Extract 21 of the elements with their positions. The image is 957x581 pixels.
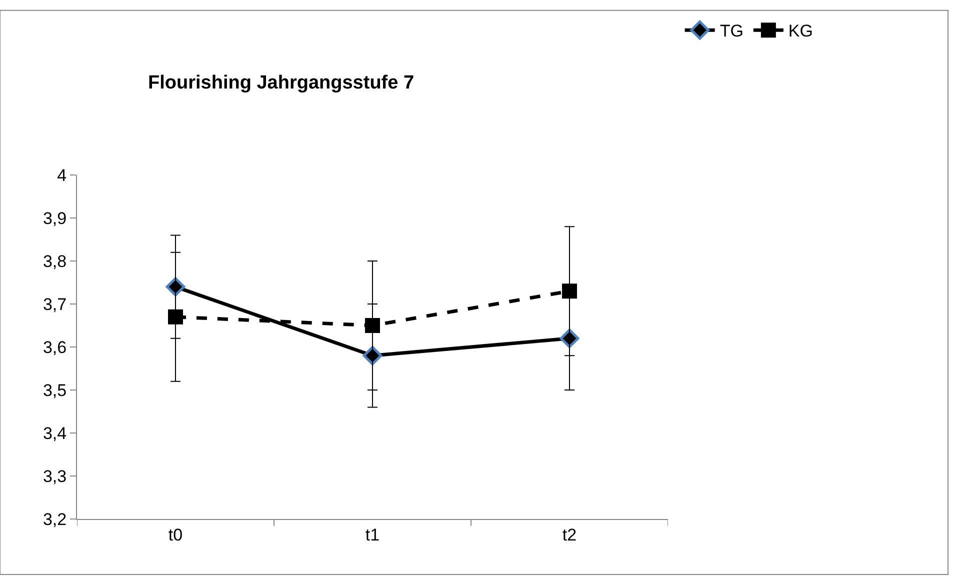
point [562,284,577,299]
y-tick-label: 3,3 [42,466,67,486]
y-tick-label: 3,6 [42,338,67,357]
legend-label: TG [720,22,744,41]
y-tick-label: 3,9 [42,208,67,228]
y-tick-label: 3,2 [42,510,67,529]
x-tick-label: t1 [365,525,380,544]
x-tick-label: t2 [562,525,577,544]
point [560,328,580,348]
point [166,277,186,296]
y-tick-label: 3,5 [42,380,67,400]
x-tick-label: t0 [168,525,183,544]
point [168,309,183,324]
y-tick-label: 3,8 [42,252,67,271]
point [365,318,380,333]
y-tick-label: 4 [57,166,67,185]
point [362,346,382,366]
chart-title: Flourishing Jahrgangsstufe 7 [148,72,414,94]
y-tick-label: 3,4 [42,424,67,443]
y-tick-label: 3,7 [42,294,67,314]
legend-label: KG [788,22,813,41]
